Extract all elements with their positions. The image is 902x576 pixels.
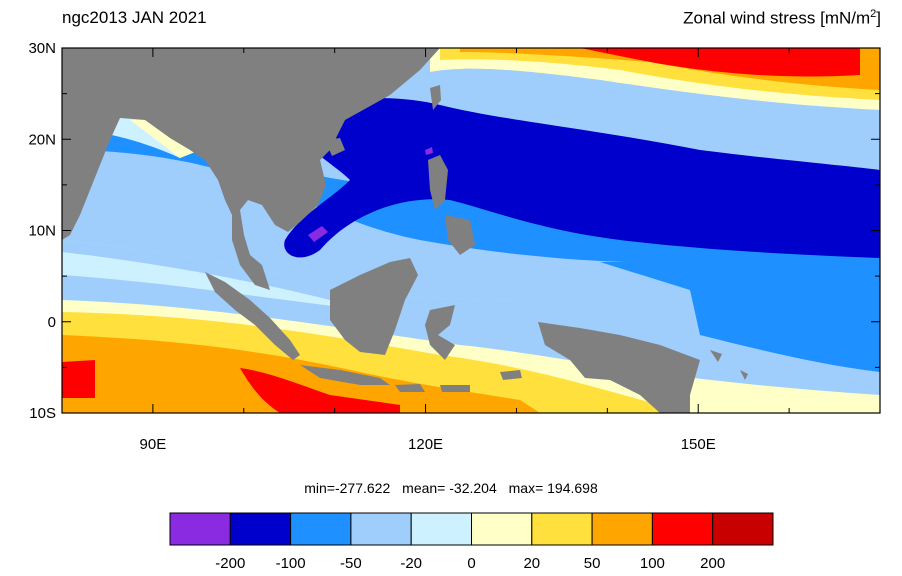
- colorbar-label: 200: [700, 555, 725, 572]
- colorbar-label: -20: [400, 555, 422, 572]
- lon-tick-label: 90E: [140, 436, 167, 453]
- band-orange-south: [62, 335, 540, 413]
- patch-red-west: [62, 360, 95, 398]
- lat-tick-label: 10S: [29, 405, 56, 422]
- units-exponent: 2: [870, 8, 877, 20]
- units-close: ]: [876, 8, 881, 28]
- colorbar-swatch: [651, 512, 714, 546]
- colorbar-label: 0: [467, 555, 475, 572]
- colorbar-swatch: [531, 512, 593, 546]
- plot-title-right: Zonal wind stress [mN/m2]: [683, 8, 881, 29]
- band-red-north: [580, 48, 860, 77]
- colorbar-label: -100: [276, 555, 306, 572]
- colorbar-label: 50: [584, 555, 601, 572]
- colorbar-swatch: [410, 512, 473, 546]
- lon-tick-label: 120E: [408, 436, 443, 453]
- stat-max: max= 194.698: [508, 480, 598, 496]
- stat-min: min=-277.622: [304, 480, 391, 496]
- colorbar-swatch: [712, 512, 774, 546]
- band-pale-blue-equator: [62, 240, 880, 322]
- colorbar-swatch: [471, 512, 533, 546]
- colorbar-swatch: [229, 512, 292, 546]
- land: [62, 48, 748, 413]
- band-pale-blue-north: [430, 68, 880, 150]
- colorbar-label: 100: [640, 555, 665, 572]
- colorbar-swatch: [350, 512, 412, 546]
- patch-purple-luzon: [425, 147, 433, 155]
- field-statistics: min=-277.622 mean= -32.204 max= 194.698: [0, 480, 902, 496]
- colorbar-label: -200: [215, 555, 245, 572]
- units-label: Zonal wind stress [mN/m: [683, 8, 871, 28]
- lat-tick-label: 20N: [28, 131, 56, 148]
- band-pale-yellow-bengal: [130, 118, 200, 158]
- lat-tick-label: 30N: [28, 40, 56, 57]
- map-field: [62, 48, 880, 413]
- axis-ticks: [62, 47, 880, 414]
- band-blue-pacific-south: [600, 262, 880, 372]
- colorbar-swatch: [169, 512, 231, 546]
- band-dark-blue-core: [284, 98, 880, 259]
- patch-purple-sea: [308, 226, 328, 242]
- stat-mean: mean= -32.204: [402, 480, 497, 496]
- colorbar: -200 -100 -50 -20 0 20 50 100 200: [169, 512, 774, 572]
- lat-tick-label: 10N: [28, 223, 56, 240]
- lon-tick-label: 150E: [681, 436, 716, 453]
- colorbar-label: 20: [523, 555, 540, 572]
- axis-tick-labels: 30N 20N 10N 0 10S 90E 120E 150E: [28, 40, 715, 453]
- lat-tick-label: 0: [48, 314, 56, 331]
- colorbar-swatch: [290, 512, 352, 546]
- colorbar-swatch: [591, 512, 653, 546]
- patch-red-java: [240, 368, 400, 413]
- colorbar-label: -50: [340, 555, 362, 572]
- plot-title-left: ngc2013 JAN 2021: [62, 8, 207, 27]
